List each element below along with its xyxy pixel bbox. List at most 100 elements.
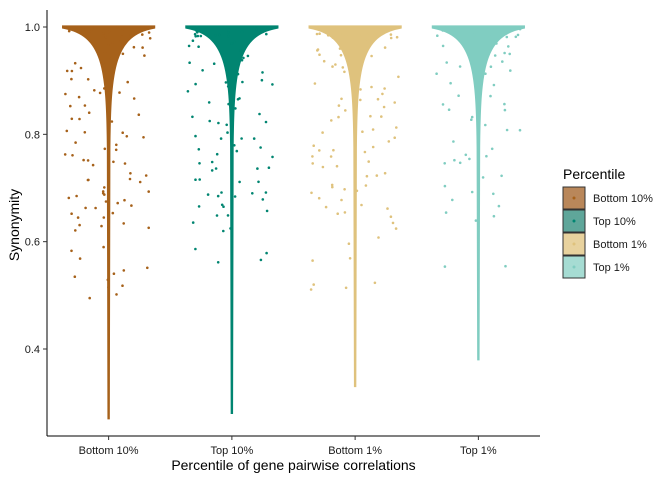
data-point xyxy=(389,36,393,40)
data-point xyxy=(313,82,317,85)
data-point xyxy=(132,45,136,49)
data-point xyxy=(365,38,369,41)
data-point xyxy=(394,227,398,230)
data-point xyxy=(230,42,233,45)
data-point xyxy=(454,26,457,29)
data-point xyxy=(196,31,199,34)
data-point xyxy=(489,65,493,68)
data-point xyxy=(227,31,230,34)
data-point xyxy=(88,296,91,300)
data-point xyxy=(143,54,146,57)
data-point xyxy=(318,149,321,152)
data-point xyxy=(198,178,201,181)
data-point xyxy=(78,223,81,227)
data-point xyxy=(111,211,115,215)
data-point xyxy=(193,32,197,36)
data-point xyxy=(265,32,268,36)
data-point xyxy=(194,82,197,86)
x-axis-ticks: Bottom 10% Top 10% Bottom 1% Top 1% xyxy=(79,436,497,457)
data-point xyxy=(500,174,503,178)
data-point xyxy=(187,44,191,48)
data-point xyxy=(194,35,197,38)
data-point xyxy=(67,196,71,200)
data-point xyxy=(147,226,150,230)
data-point xyxy=(107,286,110,289)
y-axis-ticks: 0.4 0.6 0.8 1.0 xyxy=(25,22,47,356)
data-point xyxy=(312,144,316,147)
data-point xyxy=(395,126,398,129)
data-point xyxy=(264,191,268,194)
data-point xyxy=(129,33,132,37)
legend-label: Top 10% xyxy=(593,216,636,228)
data-point xyxy=(215,152,219,156)
data-point xyxy=(79,27,83,30)
data-point xyxy=(503,102,506,106)
data-point xyxy=(365,174,369,178)
data-point xyxy=(451,198,454,202)
data-point xyxy=(260,78,264,82)
data-point xyxy=(518,128,522,132)
data-point xyxy=(101,190,105,193)
data-point xyxy=(98,91,102,95)
data-point xyxy=(121,284,124,288)
data-point xyxy=(226,131,229,134)
data-point xyxy=(238,97,241,100)
data-point xyxy=(487,34,491,37)
data-point xyxy=(256,167,259,170)
data-point xyxy=(485,154,488,158)
legend-label: Bottom 1% xyxy=(593,239,647,251)
data-point xyxy=(271,155,274,159)
data-point xyxy=(265,251,268,255)
data-point xyxy=(367,160,371,163)
data-point xyxy=(371,128,375,131)
data-point xyxy=(107,43,110,47)
data-point xyxy=(235,149,239,153)
data-point xyxy=(443,184,447,188)
y-tick-label: 0.4 xyxy=(25,344,40,356)
data-point xyxy=(246,54,250,58)
data-point xyxy=(441,44,445,48)
data-point xyxy=(101,192,105,195)
data-point xyxy=(351,73,354,76)
data-point xyxy=(86,78,90,81)
data-point xyxy=(197,205,201,208)
data-point xyxy=(492,214,496,218)
data-point xyxy=(337,115,340,119)
data-point xyxy=(265,209,269,213)
data-point xyxy=(324,205,328,209)
data-point xyxy=(224,81,228,84)
data-point xyxy=(197,45,200,48)
data-point xyxy=(240,137,243,140)
data-point xyxy=(116,201,119,205)
data-point xyxy=(70,77,73,81)
data-point xyxy=(115,143,118,147)
data-point xyxy=(371,145,375,149)
data-point xyxy=(376,97,380,101)
data-point xyxy=(458,32,462,35)
data-point xyxy=(343,188,346,191)
legend-title: Percentile xyxy=(563,166,625,182)
data-point xyxy=(441,29,445,32)
series-group xyxy=(62,25,156,420)
data-point xyxy=(119,39,122,43)
data-point xyxy=(339,53,343,57)
data-point xyxy=(382,105,386,109)
data-point xyxy=(344,109,347,112)
data-point xyxy=(331,36,335,39)
data-point xyxy=(493,54,497,57)
data-point xyxy=(229,104,232,107)
data-point xyxy=(123,162,127,165)
data-point xyxy=(122,222,125,225)
x-axis-title: Percentile of gene pairwise correlations xyxy=(171,457,415,473)
data-point xyxy=(84,206,87,210)
data-point xyxy=(355,189,359,193)
data-point xyxy=(377,236,380,239)
data-point xyxy=(214,167,218,170)
data-point xyxy=(492,83,496,87)
data-point xyxy=(330,183,334,187)
data-point xyxy=(77,95,81,99)
data-point xyxy=(516,33,520,37)
data-point xyxy=(508,52,512,56)
data-point xyxy=(76,216,80,219)
data-point xyxy=(329,155,333,158)
